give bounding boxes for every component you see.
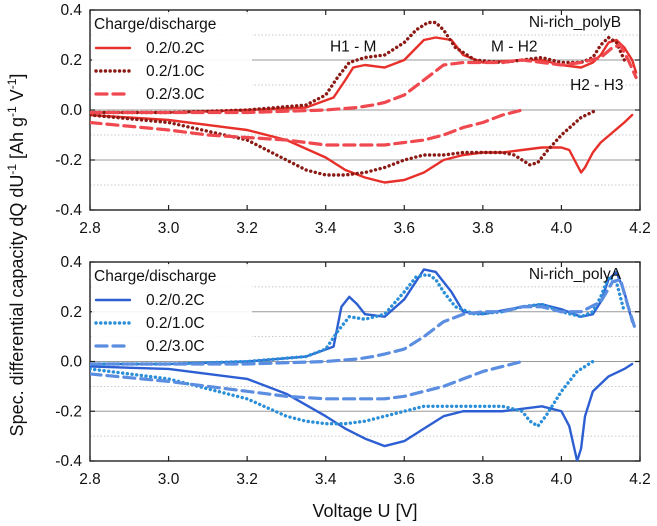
x-tick-label: 3.8 [472,471,494,488]
x-tick-label: 3.4 [315,220,337,237]
y-tick-label: -0.2 [55,403,82,420]
x-axis-label: Voltage U [V] [312,501,417,521]
x-tick-label: 3.0 [158,471,180,488]
bottom-series-0.2/3.0C-charge-line [90,277,638,366]
y-tick-label: 0.4 [60,254,82,271]
y-tick-label: -0.2 [55,152,82,169]
bottom-series-0.2/3.0C-discharge-line [90,359,524,401]
x-tick-label: 3.6 [394,471,416,488]
x-tick-label: 4.0 [551,220,573,237]
panel-title: Ni-rich_polyA [529,266,622,283]
bottom-series-0.2/0.2C-discharge-line [90,362,634,461]
x-tick-label: 4.0 [551,471,573,488]
top-series-0.2/0.2C-discharge-line [90,113,634,184]
x-tick-label: 3.0 [158,220,180,237]
top-series-0.2/3.0C-charge-line [90,43,638,115]
x-tick-label: 3.2 [236,220,258,237]
y-tick-label: -0.4 [55,202,82,219]
top-panel: 2.8 3.0 3.2 3.4 3.6 3.8 4.0 4.2 -0.4 -0.2 0.0 0.2 0.… [55,2,651,237]
bottom-series-0.2/0.2C-charge-line [90,268,634,366]
y-tick-label: -0.4 [55,453,82,470]
x-tick-label: 3.4 [315,471,337,488]
bottom-series-0.2/1.0C-discharge-line [90,359,595,428]
x-tick-label: 3.6 [394,220,416,237]
annotation: H2 - H3 [570,77,623,94]
legend-label: 0.2/1.0C [146,63,205,80]
y-axis-label-text: Spec. differential capacity dQ dU-1 [Ah … [5,74,27,437]
top-series-0.2/1.0C-charge-line [90,20,626,115]
top-series-0.2/0.2C-charge-line [90,36,638,114]
legend: Charge/discharge 0.2/0.2C 0.2/1.0C 0.2/3.0C [92,264,252,356]
y-tick-label: 0.0 [60,102,82,119]
x-tick-label: 4.2 [629,220,651,237]
legend-label: 0.2/0.2C [146,40,205,57]
legend-label: 0.2/0.2C [146,292,205,309]
x-tick-label: 2.8 [79,471,101,488]
legend-title: Charge/discharge [94,268,216,285]
y-axis-label: Spec. differential capacity dQ dU-1 [Ah … [5,74,27,437]
y-tick-label: 0.0 [60,354,82,371]
top-series-0.2/1.0C-discharge-line [90,108,599,177]
panel-title: Ni-rich_polyB [529,14,621,31]
legend-title: Charge/discharge [94,16,216,33]
x-tick-label: 4.2 [629,471,651,488]
bottom-panel: 2.8 3.0 3.2 3.4 3.6 3.8 4.0 4.2 -0.4 -0.2 0.0 0.2 0.… [55,254,651,488]
legend-label: 0.2/1.0C [146,315,205,332]
y-tick-label: 0.4 [60,2,82,19]
top-series-0.2/3.0C-discharge-line [90,108,524,147]
legend-label: 0.2/3.0C [146,338,205,355]
x-tick-label: 2.8 [79,220,101,237]
legend-label: 0.2/3.0C [146,86,205,103]
bottom-series-0.2/1.0C-charge-line [90,272,626,366]
y-tick-label: 0.2 [60,304,82,321]
x-tick-label: 3.8 [472,220,494,237]
annotation: M - H2 [491,38,538,55]
annotation: H1 - M [330,38,377,55]
y-tick-label: 0.2 [60,52,82,69]
x-tick-label: 3.2 [236,471,258,488]
legend: Charge/discharge 0.2/0.2C 0.2/1.0C 0.2/3.0C [92,12,252,104]
